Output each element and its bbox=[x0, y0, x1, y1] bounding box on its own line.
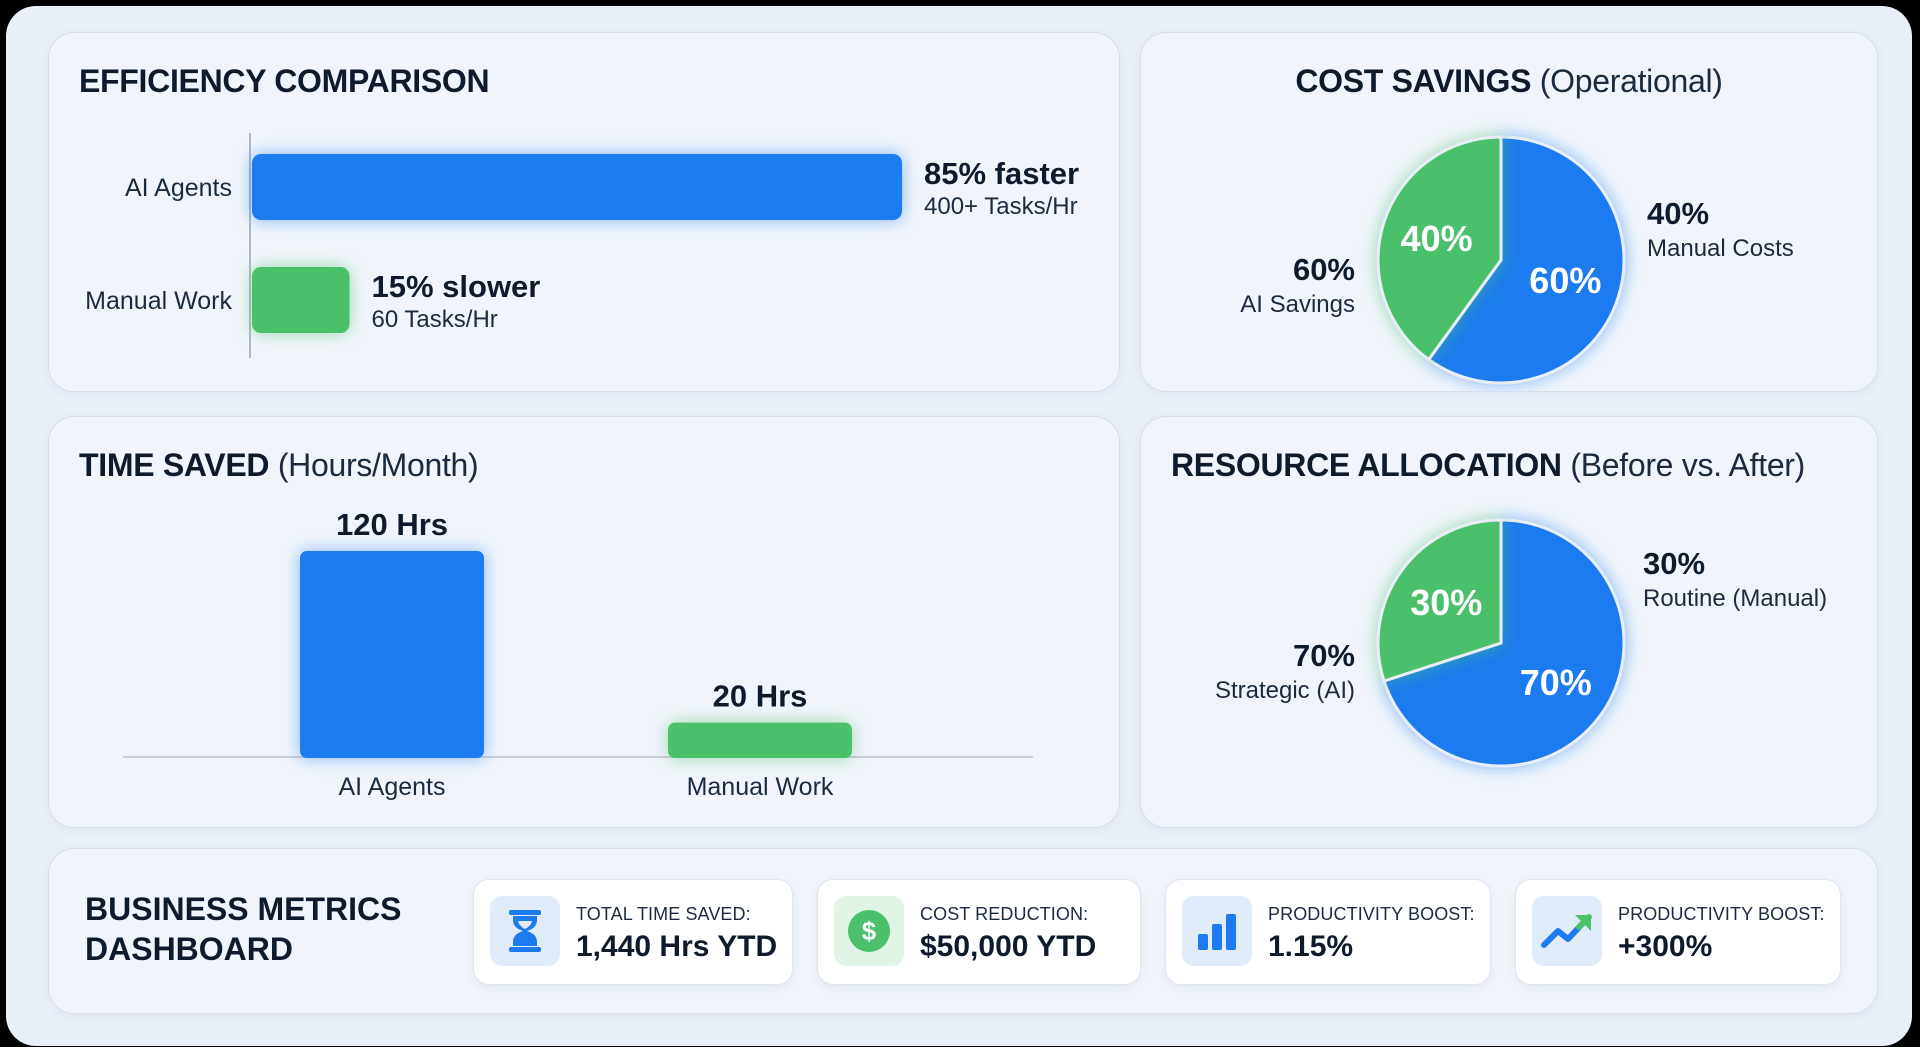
efficiency-comparison-card: EFFICIENCY COMPARISON AI Agents 85% faste… bbox=[48, 32, 1120, 392]
business-metrics-card: BUSINESS METRICS DASHBOARD TOTAL TIME SA… bbox=[48, 848, 1878, 1014]
cost-pie-chart: 60% 40% 40% Manual Costs 60% AI Savings bbox=[1240, 135, 1794, 385]
trend-up-icon bbox=[1532, 896, 1602, 966]
resource-allocation-card: RESOURCE ALLOCATION (Before vs. After) 7… bbox=[1140, 416, 1878, 828]
legend-label: Manual Costs bbox=[1647, 235, 1794, 262]
slice-pct-label: 30% bbox=[1410, 582, 1482, 623]
legend-pct: 30% bbox=[1643, 546, 1705, 581]
bar bbox=[300, 551, 484, 758]
value-label: 20 Hrs bbox=[713, 679, 808, 714]
time-title: TIME SAVED (Hours/Month) bbox=[79, 447, 479, 483]
slice-pct-label: 70% bbox=[1520, 662, 1592, 703]
bar bbox=[252, 267, 350, 333]
dollar-icon: $ bbox=[834, 896, 904, 966]
legend-label: AI Savings bbox=[1240, 291, 1355, 318]
pie-slice bbox=[1426, 135, 1626, 385]
resource-title: RESOURCE ALLOCATION (Before vs. After) bbox=[1171, 447, 1806, 483]
sub-label: 60 Tasks/Hr bbox=[372, 306, 498, 333]
time-bar-chart: 120 Hrs AI Agents 20 Hrs Manual Work bbox=[123, 507, 1033, 801]
slice-pct-label: 60% bbox=[1529, 260, 1601, 301]
legend-label: Routine (Manual) bbox=[1643, 585, 1827, 612]
metric-label: TOTAL TIME SAVED: bbox=[576, 904, 751, 924]
legend-pct: 40% bbox=[1647, 196, 1709, 231]
pie-slice bbox=[1376, 518, 1503, 683]
metric-value: +300% bbox=[1618, 930, 1713, 963]
value-label: 85% faster bbox=[924, 156, 1079, 191]
legend-pct: 60% bbox=[1293, 252, 1355, 287]
legend-pct: 70% bbox=[1293, 638, 1355, 673]
pie-slice bbox=[1376, 135, 1503, 362]
metric-productivity-boost-2: PRODUCTIVITY BOOST: +300% bbox=[1515, 879, 1841, 985]
category-label: AI Agents bbox=[125, 174, 232, 202]
value-label: 120 Hrs bbox=[336, 507, 448, 542]
metric-value: 1.15% bbox=[1268, 930, 1354, 963]
legend-label: Strategic (AI) bbox=[1215, 677, 1355, 704]
metric-value: $50,000 YTD bbox=[920, 930, 1097, 963]
category-label: AI Agents bbox=[338, 773, 445, 801]
resource-pie-chart: 70% 30% 30% Routine (Manual) 70% Strategic (A… bbox=[1215, 518, 1827, 768]
metric-cost-reduction: $ COST REDUCTION: $50,000 YTD bbox=[817, 879, 1141, 985]
metric-label: PRODUCTIVITY BOOST: bbox=[1618, 904, 1825, 924]
metrics-title: BUSINESS METRICS DASHBOARD bbox=[85, 891, 402, 967]
category-label: Manual Work bbox=[687, 773, 834, 801]
slice-pct-label: 40% bbox=[1401, 218, 1473, 259]
pie-slice bbox=[1382, 518, 1626, 768]
dollar-glyph: $ bbox=[862, 916, 877, 946]
cost-savings-card: COST SAVINGS (Operational) 60% 40% 40% Manu… bbox=[1140, 32, 1878, 392]
metric-value: 1,440 Hrs YTD bbox=[576, 930, 778, 963]
metric-total-time-saved: TOTAL TIME SAVED: 1,440 Hrs YTD bbox=[473, 879, 793, 985]
metric-productivity-boost-1: PRODUCTIVITY BOOST: 1.15% bbox=[1165, 879, 1491, 985]
value-label: 15% slower bbox=[372, 269, 541, 304]
category-label: Manual Work bbox=[85, 287, 232, 315]
metric-label: PRODUCTIVITY BOOST: bbox=[1268, 904, 1475, 924]
cost-title: COST SAVINGS (Operational) bbox=[1295, 63, 1723, 99]
bar bbox=[668, 722, 852, 758]
metric-label: COST REDUCTION: bbox=[920, 904, 1089, 924]
time-saved-card: TIME SAVED (Hours/Month) 120 Hrs AI Agent… bbox=[48, 416, 1120, 828]
efficiency-title: EFFICIENCY COMPARISON bbox=[79, 63, 490, 99]
dashboard-frame: EFFICIENCY COMPARISON AI Agents 85% faste… bbox=[6, 6, 1912, 1046]
hourglass-icon bbox=[490, 896, 560, 966]
bar-chart-icon bbox=[1182, 896, 1252, 966]
bar bbox=[252, 154, 902, 220]
sub-label: 400+ Tasks/Hr bbox=[924, 193, 1078, 220]
